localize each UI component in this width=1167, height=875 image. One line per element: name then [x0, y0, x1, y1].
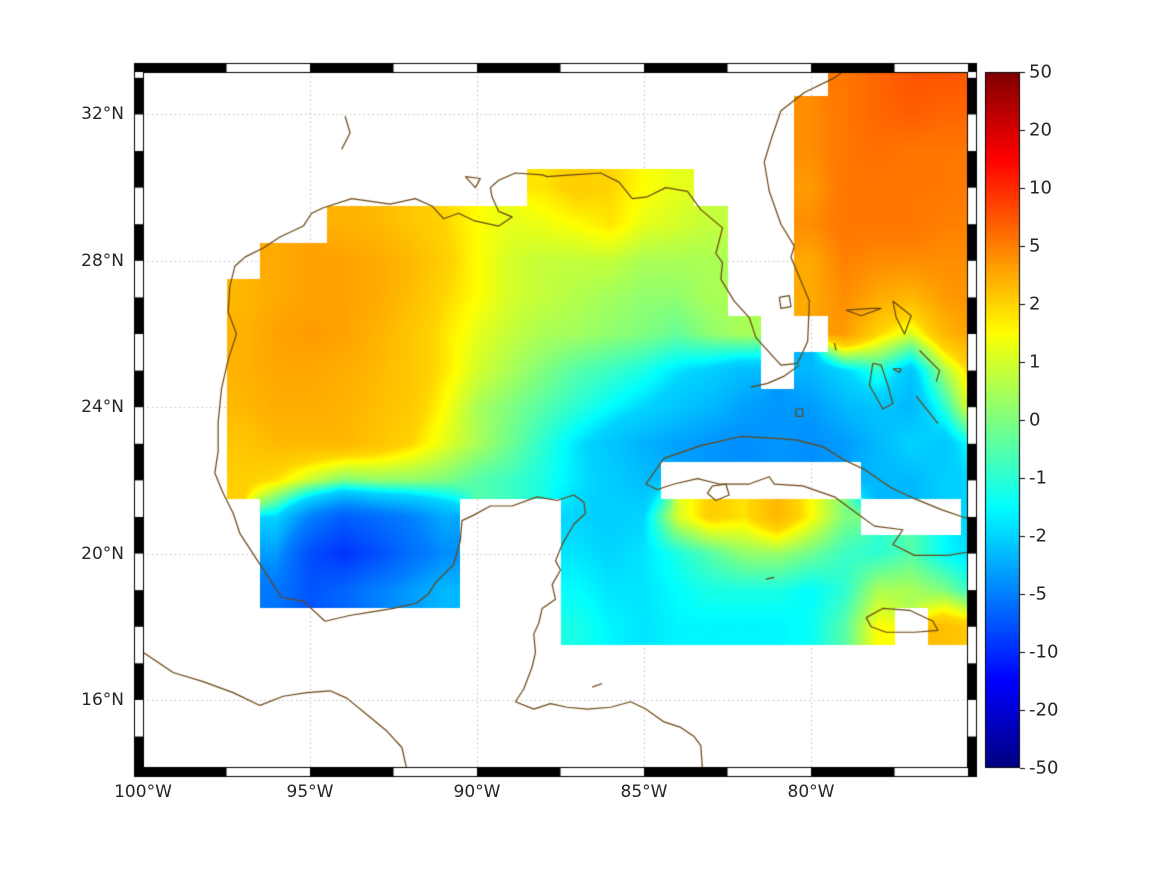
colorbar-tick-label: 2: [1029, 293, 1041, 315]
x-tick-label: 95°W: [286, 782, 334, 802]
colorbar-tick-label: -50: [1029, 757, 1059, 779]
colorbar-tick-label: 50: [1029, 61, 1052, 83]
x-tick-label: 90°W: [453, 782, 501, 802]
x-tick-label: 80°W: [787, 782, 835, 802]
colorbar-tick-label: -1: [1029, 467, 1047, 489]
x-tick-label: 85°W: [620, 782, 668, 802]
colorbar-tick-label: 1: [1029, 351, 1041, 373]
colorbar-tick-label: -10: [1029, 641, 1059, 663]
y-tick-label: 20°N: [81, 543, 124, 564]
y-tick-label: 16°N: [81, 689, 124, 710]
y-tick-label: 24°N: [81, 397, 124, 418]
colorbar-tick-label: 0: [1029, 409, 1041, 431]
x-tick-label: 100°W: [114, 782, 172, 802]
colorbar-tick-label: -20: [1029, 699, 1059, 721]
colorbar-tick-label: 5: [1029, 235, 1041, 257]
y-tick-label: 28°N: [81, 250, 124, 271]
colorbar-tick-label: -2: [1029, 525, 1047, 547]
colorbar-tick-label: -5: [1029, 583, 1047, 605]
colorbar-tick-label: 20: [1029, 119, 1052, 141]
colorbar-tick-label: 10: [1029, 177, 1052, 199]
y-tick-label: 32°N: [81, 104, 124, 125]
